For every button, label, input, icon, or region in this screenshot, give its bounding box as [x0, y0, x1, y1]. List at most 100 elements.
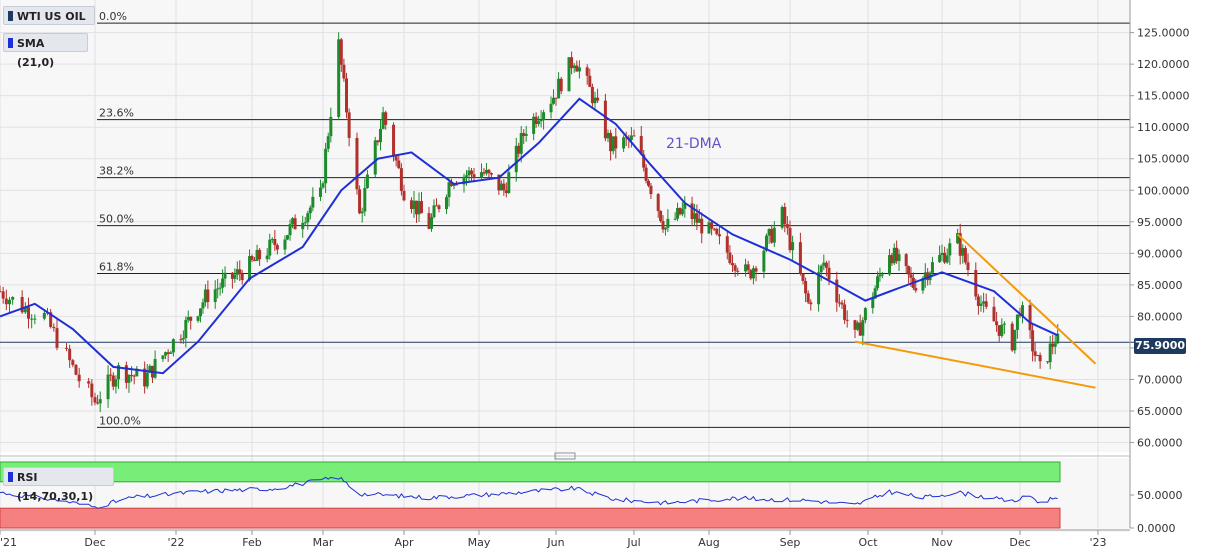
- candle-body: [1056, 333, 1060, 344]
- candle-body: [772, 227, 776, 243]
- candle-body: [410, 200, 413, 209]
- candle-body: [858, 322, 862, 336]
- time-axis-label: Jun: [546, 536, 564, 549]
- candle-body: [394, 156, 398, 161]
- candle-body: [524, 133, 528, 136]
- time-axis-label: Oct: [858, 536, 878, 549]
- instrument-label[interactable]: WTI US OIL: [3, 6, 95, 25]
- candle-body: [1033, 351, 1037, 356]
- candle-body: [318, 187, 322, 197]
- candle-body: [856, 322, 860, 330]
- candle-body: [435, 205, 438, 207]
- candle-body: [171, 339, 175, 353]
- candle-body: [656, 194, 660, 211]
- candle-body: [223, 272, 227, 279]
- candle-body: [697, 218, 701, 223]
- candle-body: [770, 229, 774, 243]
- candle-body: [736, 270, 740, 272]
- candle-body: [132, 375, 136, 377]
- price-axis-tick-label: 80.0000: [1137, 310, 1183, 323]
- candle-body: [754, 268, 758, 272]
- candle-body: [1010, 323, 1014, 351]
- candle-body: [467, 170, 471, 176]
- candle-body: [109, 374, 113, 376]
- time-axis-label: Aug: [698, 536, 719, 549]
- candle-body: [749, 270, 753, 279]
- candle-body: [624, 137, 628, 139]
- candle-body: [145, 372, 149, 387]
- candle-body: [238, 269, 242, 274]
- candle-body: [355, 137, 359, 190]
- candle-body: [715, 228, 719, 235]
- candle-body: [221, 278, 225, 288]
- candle-body: [863, 308, 867, 321]
- candle-body: [878, 274, 882, 277]
- candle-body: [93, 397, 97, 403]
- candle-body: [876, 276, 880, 289]
- candle-body: [746, 264, 750, 271]
- candle-body: [819, 265, 823, 273]
- candle-body: [767, 229, 771, 236]
- candle-body: [248, 256, 252, 281]
- candle-body: [98, 399, 102, 404]
- candle-body: [337, 39, 341, 117]
- candle-body: [308, 207, 312, 214]
- time-axis-label: Jul: [626, 536, 640, 549]
- candle-body: [148, 365, 152, 373]
- candle-body: [384, 112, 388, 125]
- candle-body: [938, 255, 942, 263]
- candle-body: [399, 168, 403, 191]
- candle-body: [472, 174, 476, 178]
- candle-body: [880, 274, 884, 276]
- price-axis-tick-label: 125.0000: [1137, 27, 1190, 40]
- rsi-axis-tick-label: 0.0000: [1137, 522, 1176, 535]
- candle-body: [733, 265, 737, 271]
- sma-indicator-label[interactable]: SMA (21,0): [3, 33, 88, 69]
- candle-body: [23, 307, 27, 313]
- candle-body: [534, 116, 538, 124]
- time-axis-label: Nov: [931, 536, 953, 549]
- candle-body: [96, 402, 100, 404]
- candle-body: [432, 205, 436, 218]
- candle-body: [135, 368, 139, 377]
- time-axis-label: Dec: [1009, 536, 1030, 549]
- candle-body: [415, 200, 418, 215]
- candle-body: [806, 293, 810, 303]
- candle-body: [958, 233, 962, 256]
- candle-body: [762, 250, 766, 272]
- candle-body: [532, 116, 536, 134]
- candle-body: [678, 208, 682, 215]
- candle-body: [288, 224, 292, 236]
- candle-body: [447, 182, 451, 198]
- candle-body: [537, 121, 541, 124]
- price-axis-tick-label: 105.0000: [1137, 153, 1190, 166]
- candle-body: [1031, 330, 1035, 352]
- candle-body: [482, 172, 486, 174]
- candle-body: [622, 137, 626, 149]
- candle-body: [1028, 305, 1032, 331]
- time-axis-label: Apr: [394, 536, 414, 549]
- candle-body: [644, 167, 648, 181]
- candle-body: [87, 381, 91, 384]
- candle-body: [611, 136, 615, 152]
- candle-body: [780, 207, 784, 228]
- rsi-indicator-label[interactable]: RSI (14,70,30,1): [3, 467, 114, 503]
- candle-body: [8, 299, 11, 305]
- candle-body: [895, 247, 899, 262]
- candle-body: [517, 145, 521, 154]
- candle-body: [629, 135, 633, 140]
- fib-level-label: 38.2%: [99, 165, 134, 178]
- candle-body: [801, 273, 805, 282]
- candle-body: [1015, 314, 1019, 330]
- candle-body: [554, 97, 558, 99]
- price-axis-tick-label: 90.0000: [1137, 247, 1183, 260]
- time-axis-label: Dec: [84, 536, 105, 549]
- candle-body: [27, 307, 30, 319]
- candle-body: [218, 287, 222, 289]
- candle-body: [20, 297, 24, 313]
- candle-body: [948, 243, 952, 256]
- candle-body: [437, 205, 441, 210]
- candle-body: [822, 262, 826, 266]
- time-axis-label: '22: [167, 536, 184, 549]
